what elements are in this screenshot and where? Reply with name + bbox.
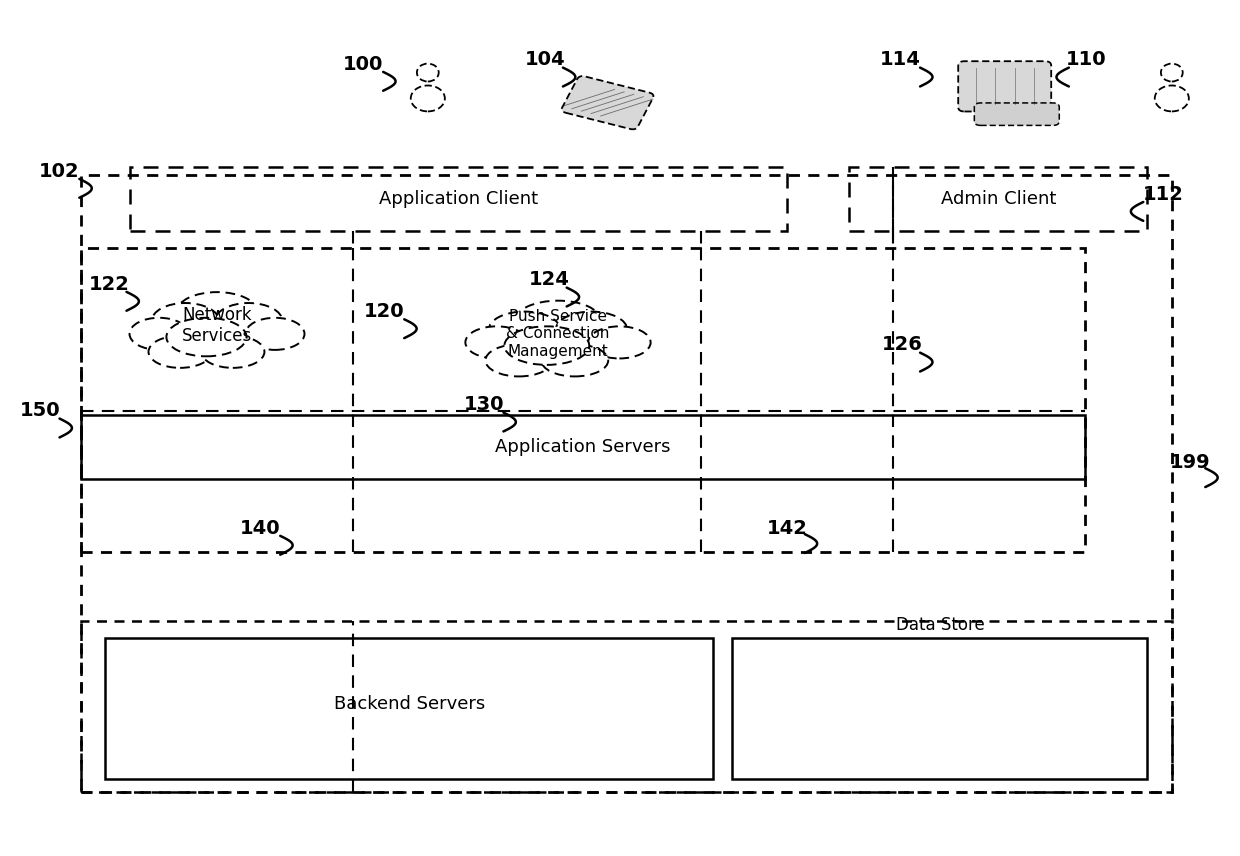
Text: 142: 142 — [768, 519, 807, 538]
FancyBboxPatch shape — [959, 62, 1052, 111]
Ellipse shape — [151, 303, 219, 339]
Text: 120: 120 — [365, 302, 404, 321]
Ellipse shape — [505, 326, 589, 365]
FancyBboxPatch shape — [975, 103, 1059, 126]
Text: 150: 150 — [20, 401, 60, 420]
Bar — [849, 167, 1147, 231]
Ellipse shape — [541, 344, 609, 377]
Text: 114: 114 — [880, 51, 920, 69]
Ellipse shape — [201, 336, 264, 368]
Ellipse shape — [465, 326, 528, 359]
Bar — [105, 638, 713, 779]
Ellipse shape — [489, 312, 560, 348]
Bar — [81, 415, 1085, 479]
Ellipse shape — [177, 292, 257, 330]
Text: 130: 130 — [464, 395, 503, 414]
Text: 104: 104 — [526, 51, 565, 69]
Text: 102: 102 — [40, 162, 79, 181]
Bar — [81, 175, 1172, 792]
Ellipse shape — [1161, 63, 1183, 81]
Text: Data Store: Data Store — [895, 615, 985, 634]
Text: 122: 122 — [89, 275, 129, 294]
Bar — [81, 248, 1085, 552]
Text: Network
Services: Network Services — [182, 306, 252, 345]
Text: 124: 124 — [529, 270, 569, 289]
Ellipse shape — [588, 326, 651, 359]
Text: Application Servers: Application Servers — [495, 437, 671, 456]
Text: Admin Client: Admin Client — [940, 189, 1056, 208]
Ellipse shape — [215, 303, 283, 339]
Text: Push Service
& Connection
Management: Push Service & Connection Management — [506, 309, 610, 359]
Ellipse shape — [166, 318, 247, 356]
Ellipse shape — [246, 318, 305, 350]
Ellipse shape — [410, 86, 445, 111]
Text: Application Client: Application Client — [379, 189, 538, 208]
FancyBboxPatch shape — [562, 76, 653, 129]
Ellipse shape — [556, 312, 627, 348]
Text: 199: 199 — [1171, 453, 1210, 472]
Text: Backend Servers: Backend Servers — [334, 694, 485, 713]
Bar — [81, 621, 1172, 792]
Bar — [130, 167, 787, 231]
Text: 100: 100 — [343, 55, 383, 74]
Bar — [732, 638, 1147, 779]
Ellipse shape — [516, 300, 600, 339]
Ellipse shape — [129, 318, 188, 350]
Text: 126: 126 — [883, 336, 923, 354]
Text: 112: 112 — [1143, 185, 1183, 204]
Ellipse shape — [485, 344, 552, 377]
Text: 140: 140 — [241, 519, 280, 538]
Ellipse shape — [149, 336, 212, 368]
Ellipse shape — [1154, 86, 1189, 111]
Text: 110: 110 — [1066, 51, 1106, 69]
Ellipse shape — [417, 63, 439, 81]
